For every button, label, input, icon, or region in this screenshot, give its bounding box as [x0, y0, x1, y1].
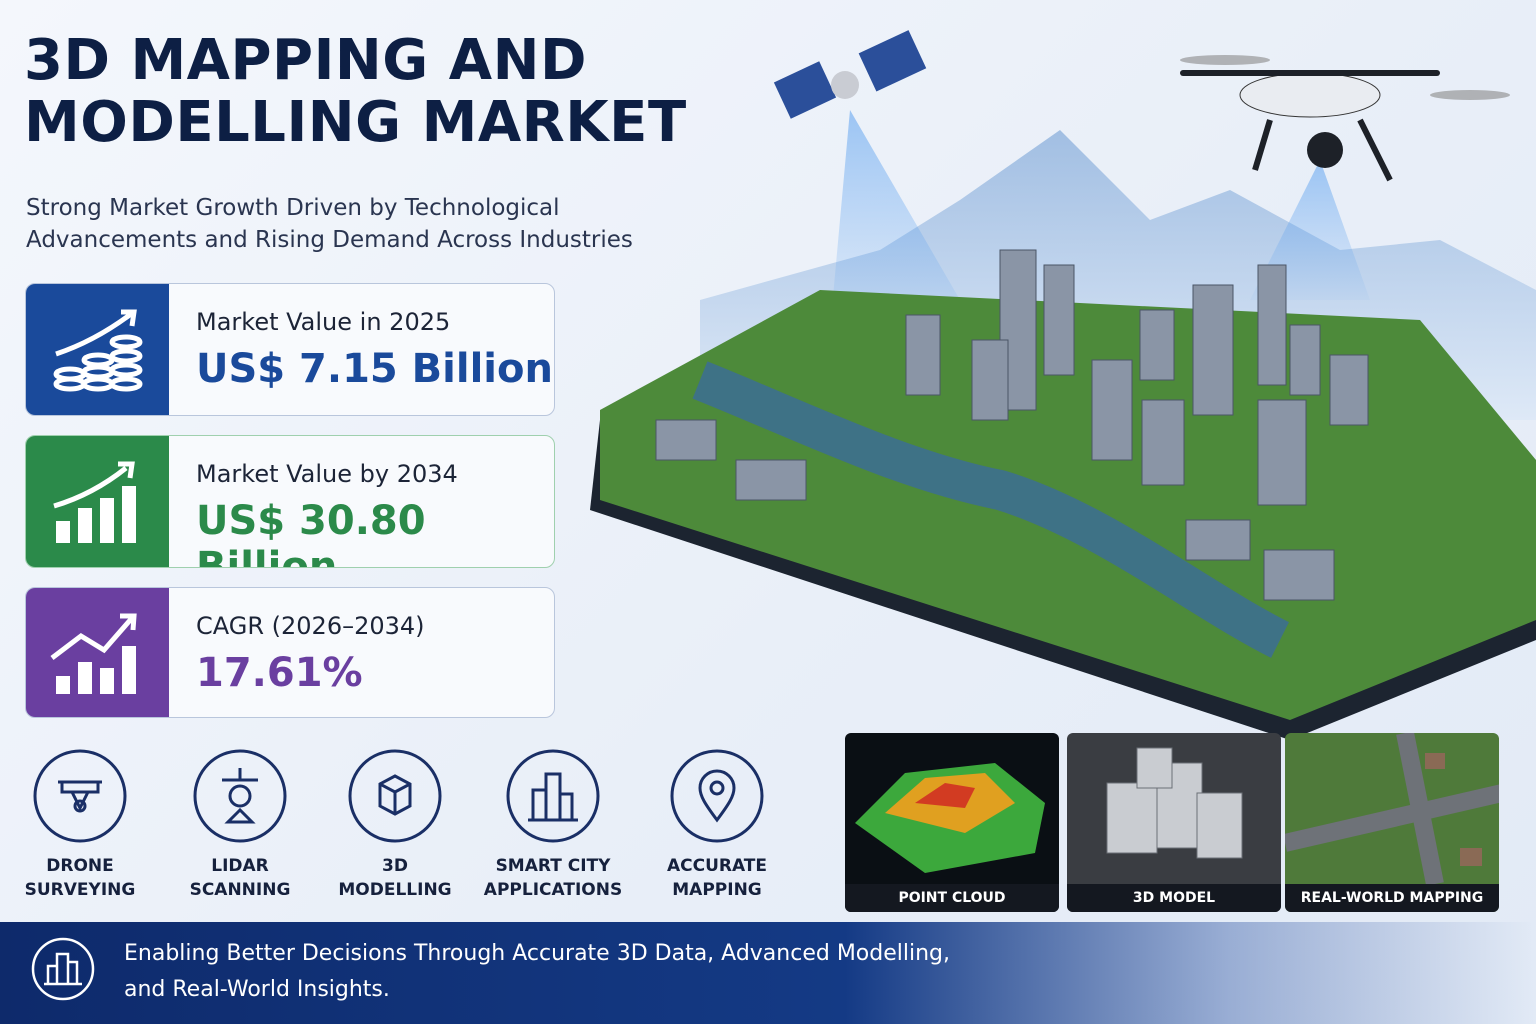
feature-line: MAPPING — [672, 880, 762, 900]
feature-label: ACCURATE MAPPING — [637, 854, 797, 902]
feature-line: SCANNING — [189, 880, 291, 900]
mapping-image — [1285, 733, 1499, 886]
thumbnail-caption: REAL-WORLD MAPPING — [1285, 884, 1499, 912]
thumbnail: POINT CLOUD — [845, 733, 1059, 912]
feature-line: SURVEYING — [24, 880, 136, 900]
thumbnail: REAL-WORLD MAPPING — [1285, 733, 1499, 912]
stat-card: CAGR (2026–2034) 17.61% — [25, 587, 555, 718]
feature-line: LIDAR — [211, 856, 269, 876]
stat-label: Market Value by 2034 — [196, 460, 458, 488]
title-line: MODELLING MARKET — [24, 90, 687, 155]
stat-label: Market Value in 2025 — [196, 308, 451, 336]
feature-label: SMART CITY APPLICATIONS — [473, 854, 633, 902]
thumbnail: 3D MODEL — [1067, 733, 1281, 912]
feature-line: APPLICATIONS — [483, 880, 623, 900]
thumbnail-caption: POINT CLOUD — [845, 884, 1059, 912]
stat-value: 17.61% — [196, 650, 363, 696]
bars-icon — [26, 436, 169, 567]
point-cloud-image — [855, 763, 1045, 873]
feature-line: SMART CITY — [495, 856, 611, 876]
stat-label: CAGR (2026–2034) — [196, 612, 425, 640]
feature-line: ACCURATE — [666, 856, 768, 876]
footer-icon — [31, 937, 95, 1001]
satellite — [773, 30, 927, 119]
subtitle-line: Strong Market Growth Driven by Technolog… — [26, 195, 560, 221]
footer-band — [0, 922, 1536, 1024]
growth-icon — [26, 588, 169, 717]
stat-card: Market Value in 2025 US$ 7.15 Billion — [25, 283, 555, 416]
feature-icons — [33, 749, 764, 843]
subtitle: Strong Market Growth Driven by Technolog… — [26, 192, 633, 256]
subtitle-line: Advancements and Rising Demand Across In… — [26, 227, 633, 253]
feature-line: 3D — [382, 856, 408, 876]
title: 3D MAPPING AND MODELLING MARKET — [24, 30, 687, 154]
footer-line: Enabling Better Decisions Through Accura… — [124, 941, 950, 966]
stat-card: Market Value by 2034 US$ 30.80 Billion — [25, 435, 555, 568]
stat-value: US$ 7.15 Billion — [196, 346, 553, 392]
stat-value: US$ 30.80 Billion — [196, 498, 426, 568]
title-line: 3D MAPPING AND — [24, 28, 587, 93]
feature-label: 3D MODELLING — [315, 854, 475, 902]
feature-line: MODELLING — [338, 880, 452, 900]
drone — [1180, 55, 1510, 182]
3d-model-image — [1106, 747, 1243, 859]
coins-icon — [26, 284, 169, 415]
feature-label: DRONE SURVEYING — [0, 854, 160, 902]
feature-line: DRONE — [46, 856, 114, 876]
thumbnail-caption: 3D MODEL — [1067, 884, 1281, 912]
feature-label: LIDAR SCANNING — [160, 854, 320, 902]
footer-text: Enabling Better Decisions Through Accura… — [124, 936, 950, 1008]
footer-line: and Real-World Insights. — [124, 977, 390, 1002]
